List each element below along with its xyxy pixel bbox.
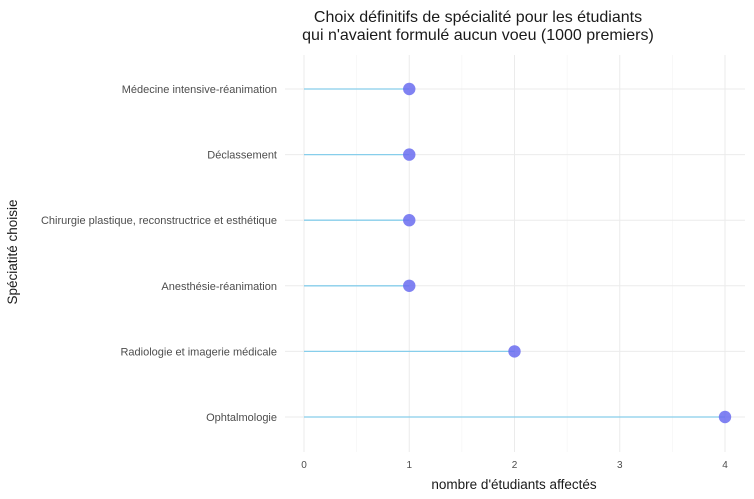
category-label: Ophtalmologie (206, 412, 277, 424)
stems (304, 88, 725, 418)
grid (285, 55, 745, 452)
lollipop-point (403, 279, 416, 292)
lollipop-point (508, 345, 521, 358)
y-axis-title: Spéciatité choisie (5, 199, 20, 304)
x-axis-title: nombre d'étudiants affectés (431, 477, 596, 492)
x-tick-labels: 0 1 2 3 4 (301, 460, 728, 471)
lollipop-point (403, 82, 416, 96)
category-label: Anesthésie-réanimation (161, 281, 277, 293)
category-label: Radiologie et imagerie médicale (120, 346, 277, 358)
category-label: Déclassement (207, 150, 277, 162)
chart-title-line1: Choix définitifs de spécialité pour les … (314, 9, 642, 26)
category-labels: Médecine intensive-réanimation Déclasseme… (41, 84, 277, 424)
lollipop-point (718, 410, 732, 424)
lollipop-point (403, 148, 416, 161)
chart-title-line2: qui n'avaient formulé aucun voeu (1000 p… (302, 27, 654, 44)
points (403, 82, 732, 424)
lollipop-point (403, 214, 416, 227)
x-tick-label: 2 (512, 460, 518, 471)
x-tick-label: 3 (617, 460, 623, 471)
x-tick-label: 4 (722, 460, 728, 471)
category-label: Chirurgie plastique, reconstructrice et … (41, 215, 277, 227)
category-label: Médecine intensive-réanimation (122, 84, 277, 96)
x-tick-label: 0 (301, 460, 307, 471)
x-tick-label: 1 (406, 460, 412, 471)
